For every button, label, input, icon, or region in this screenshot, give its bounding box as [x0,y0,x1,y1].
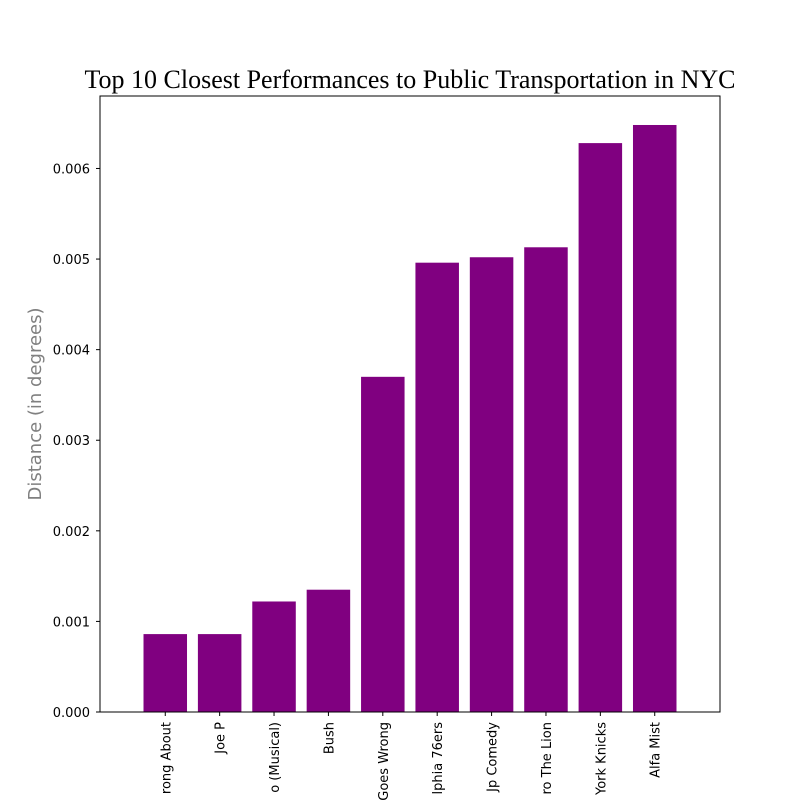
x-tick-label-9: York Knicks [594,722,609,796]
y-tick-label-0: 0.000 [53,706,90,721]
x-tick-label-3: o (Musical) [268,722,283,793]
y-tick-label-6: 0.006 [53,162,90,177]
y-axis-label: Distance (in degrees) [25,307,46,500]
x-axis-ticks: rong About Joe P o (Musical) Bush Goes Wrong… [159,712,664,800]
bar-4 [306,589,351,712]
bar-10 [632,124,677,713]
plot-area-frame [99,95,721,713]
y-tick-label-5: 0.005 [53,253,90,268]
y-tick-label-4: 0.004 [53,344,90,359]
chart-title: Top 10 Closest Performances to Public Tr… [84,65,735,94]
bar-1 [143,634,188,712]
y-axis-ticks: 0.000 0.001 0.002 0.003 0.004 0.005 0.006 [53,162,100,721]
bar-5 [361,376,405,712]
bar-6 [415,262,459,712]
x-tick-label-10: Alfa Mist [649,722,664,778]
bar-3 [252,601,296,712]
y-tick-label-2: 0.002 [53,525,90,540]
x-tick-label-2: Joe P [214,722,229,755]
y-tick-label-3: 0.003 [53,434,90,449]
y-tick-label-1: 0.001 [53,615,90,630]
x-tick-label-6: lphia 76ers [431,722,446,795]
bar-9 [578,143,623,712]
bar-7 [469,257,514,712]
x-tick-label-1: rong About [159,722,174,794]
x-tick-label-5: Goes Wrong [377,722,392,800]
bar-8 [524,247,568,712]
bars-group [143,124,677,713]
bar-2 [197,634,242,712]
x-tick-label-4: Bush [322,722,337,754]
x-tick-label-7: Jp Comedy [486,722,501,793]
x-tick-label-8: ro The Lion [540,722,555,795]
